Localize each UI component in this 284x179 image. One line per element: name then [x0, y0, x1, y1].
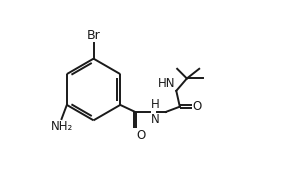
- Text: NH₂: NH₂: [51, 120, 73, 133]
- Text: H: H: [151, 98, 160, 111]
- Text: Br: Br: [87, 29, 101, 42]
- Text: O: O: [136, 129, 145, 142]
- Text: HN: HN: [158, 77, 176, 90]
- Text: N: N: [151, 113, 160, 126]
- Text: O: O: [193, 100, 202, 113]
